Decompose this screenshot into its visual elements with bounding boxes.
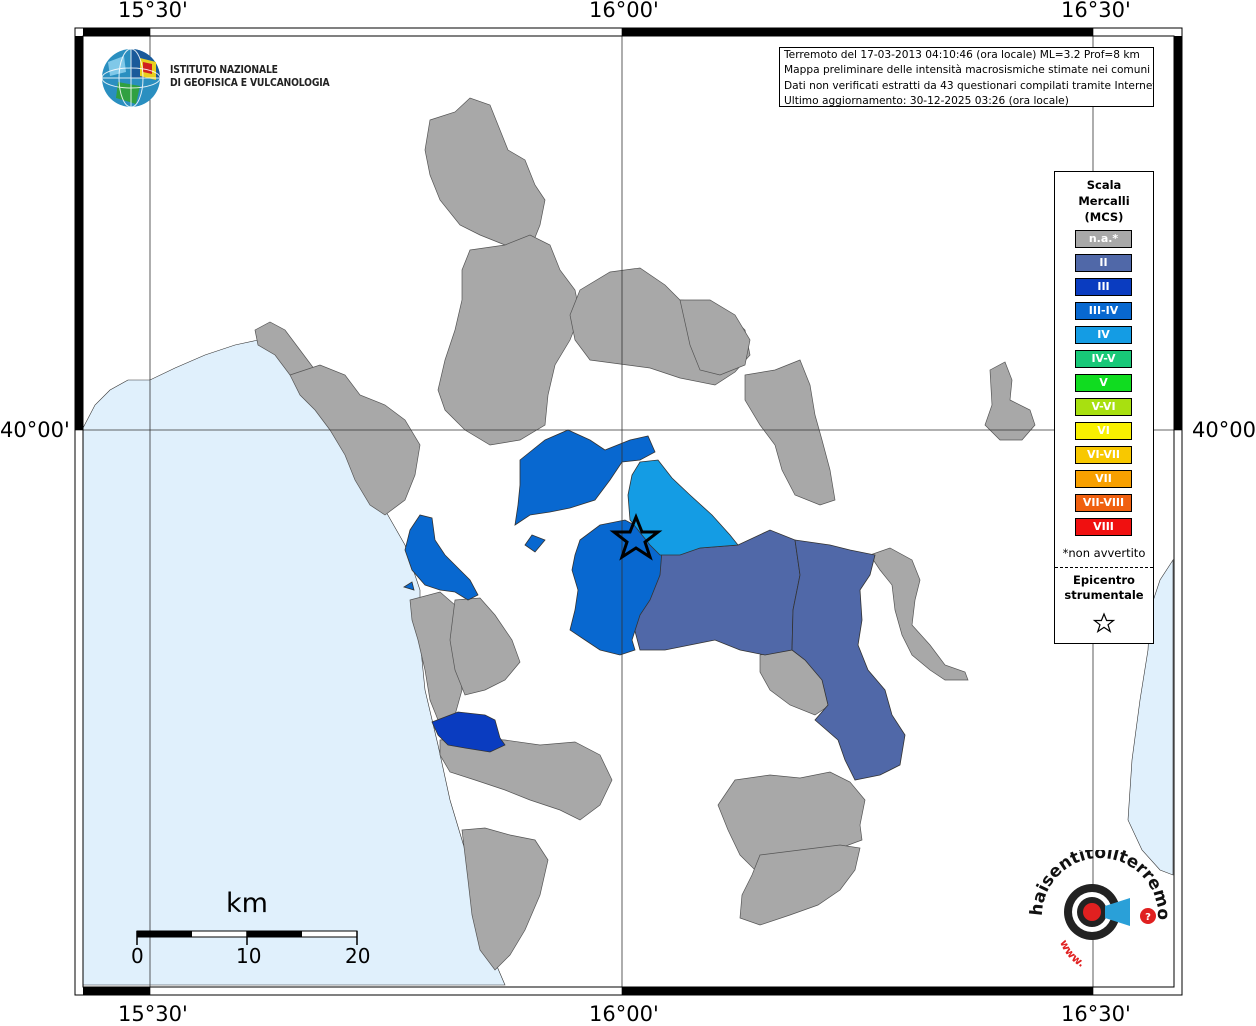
ingv-globe-icon <box>101 48 161 108</box>
lon-label-bottom-1: 15°30' <box>118 1002 188 1026</box>
legend-swatch-vii: VII <box>1075 470 1132 488</box>
info-line-1: Terremoto del 17-03-2013 04:10:46 (ora l… <box>784 49 1140 61</box>
haisentito-logo-text: haisentitoilterremoto.it www. <box>1020 850 1173 970</box>
legend-swatch-vi-vii: VI-VII <box>1075 446 1132 464</box>
legend-title: Scala Mercalli (MCS) <box>1078 178 1130 224</box>
scale-label-10: 10 <box>236 944 262 968</box>
haisentito-logo-icon: ? <box>1064 884 1156 940</box>
legend-swatch-iii: III <box>1075 278 1132 296</box>
legend-swatch-v-vi: V-VI <box>1075 398 1132 416</box>
scale-unit: km <box>226 888 268 919</box>
lon-label-top-1: 15°30' <box>118 0 188 22</box>
svg-text:?: ? <box>1145 912 1151 923</box>
institute-name: ISTITUTO NAZIONALE DI GEOFISICA E VULCAN… <box>170 64 330 90</box>
lat-label-right: 40°00' <box>1192 418 1256 442</box>
institute-line-2: DI GEOFISICA E VULCANOLOGIA <box>170 77 330 89</box>
lon-label-bottom-2: 16°00' <box>589 1002 659 1026</box>
institute-line-1: ISTITUTO NAZIONALE <box>170 64 278 76</box>
svg-text:haisentitoilterremoto.it: haisentitoilterremoto.it <box>1020 850 1173 920</box>
municipalities-III-IV <box>403 429 663 656</box>
scale-label-20: 20 <box>345 944 371 968</box>
municipalities-II <box>631 529 906 781</box>
municipality-III <box>431 711 506 753</box>
legend-swatch-v: V <box>1075 374 1132 392</box>
legend-swatch-viii: VIII <box>1075 518 1132 536</box>
lon-label-top-2: 16°00' <box>589 0 659 22</box>
legend-swatch-vii-viii: VII-VIII <box>1075 494 1132 512</box>
legend-swatch-iv: IV <box>1075 326 1132 344</box>
earthquake-info-box: Terremoto del 17-03-2013 04:10:46 (ora l… <box>779 47 1154 107</box>
legend-swatch-vi: VI <box>1075 422 1132 440</box>
mcs-legend: Scala Mercalli (MCS) n.a.* II III III-IV IV I… <box>1054 171 1154 644</box>
info-line-4: Ultimo aggiornamento: 30-12-2025 03:26 (… <box>784 94 1069 107</box>
info-line-3: Dati non verificati estratti da 43 quest… <box>784 79 1154 92</box>
scale-bar <box>136 930 358 945</box>
legend-star-icon <box>1092 612 1116 633</box>
lon-label-top-3: 16°30' <box>1061 0 1131 22</box>
legend-swatch-iii-iv: III-IV <box>1075 302 1132 320</box>
epicenter-star-icon <box>609 512 663 561</box>
legend-note: *non avvertito <box>1062 546 1146 560</box>
info-line-2: Mappa preliminare delle intensità macros… <box>784 64 1151 77</box>
municipalities-na <box>254 97 1036 971</box>
legend-epicenter-label: Epicentro strumentale <box>1064 573 1144 602</box>
scale-label-0: 0 <box>131 944 144 968</box>
legend-swatch-ii: II <box>1075 254 1132 272</box>
legend-swatch-iv-v: IV-V <box>1075 350 1132 368</box>
map-frame <box>74 27 1183 996</box>
legend-swatch-n-a-: n.a.* <box>1075 230 1132 248</box>
lon-label-bottom-3: 16°30' <box>1061 1002 1131 1026</box>
lat-label-left: 40°00' <box>0 418 70 442</box>
svg-text:www.: www. <box>1057 938 1087 970</box>
legend-divider <box>1055 567 1153 568</box>
